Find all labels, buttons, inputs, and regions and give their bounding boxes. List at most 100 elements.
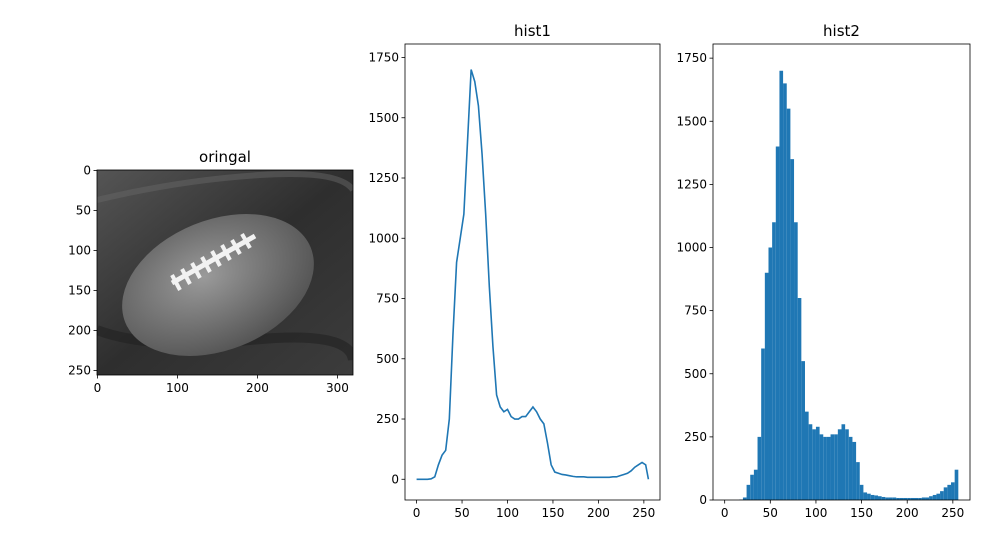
hist-bar bbox=[914, 497, 919, 500]
x-tick-label: 100 bbox=[496, 506, 519, 520]
y-tick-label: 50 bbox=[76, 203, 91, 217]
hist-bar bbox=[826, 436, 831, 500]
hist-bar bbox=[940, 491, 944, 500]
x-tick-label: 300 bbox=[326, 381, 349, 395]
hist-bar bbox=[918, 497, 922, 500]
hist-bar bbox=[812, 429, 816, 500]
hist-bar bbox=[899, 497, 904, 500]
hist-bar bbox=[783, 83, 787, 500]
y-tick-label: 1500 bbox=[676, 114, 707, 128]
x-tick-label: 250 bbox=[632, 506, 655, 520]
hist-bar bbox=[794, 222, 798, 500]
hist-bar bbox=[885, 497, 889, 500]
hist-bar bbox=[790, 159, 795, 500]
hist-bar bbox=[954, 469, 959, 500]
y-tick-label: 150 bbox=[68, 284, 91, 298]
hist-bar bbox=[764, 272, 769, 500]
y-tick-label: 500 bbox=[376, 352, 399, 366]
subplot-title: oringal bbox=[199, 148, 251, 166]
x-tick-label: 200 bbox=[896, 506, 919, 520]
y-tick-label: 250 bbox=[68, 364, 91, 378]
hist-bar bbox=[801, 361, 805, 500]
hist-bar bbox=[808, 424, 813, 500]
hist-bar bbox=[947, 484, 952, 500]
hist-bar bbox=[823, 436, 827, 500]
hist-bar bbox=[943, 487, 948, 500]
y-tick-label: 1250 bbox=[368, 171, 399, 185]
hist-bar bbox=[863, 492, 868, 500]
y-tick-label: 1750 bbox=[676, 51, 707, 65]
hist-bar bbox=[888, 497, 893, 500]
hist-bar bbox=[892, 497, 897, 500]
x-tick-label: 150 bbox=[542, 506, 565, 520]
hist-bar bbox=[903, 497, 908, 500]
subplot-title: hist1 bbox=[514, 22, 551, 40]
hist-bar bbox=[867, 493, 871, 500]
y-tick-label: 750 bbox=[376, 292, 399, 306]
hist-bar bbox=[951, 482, 955, 500]
hist-bar bbox=[772, 222, 776, 500]
y-tick-label: 250 bbox=[376, 412, 399, 426]
x-tick-label: 200 bbox=[246, 381, 269, 395]
hist-bar bbox=[848, 436, 853, 500]
y-tick-label: 100 bbox=[68, 243, 91, 257]
y-tick-label: 500 bbox=[684, 367, 707, 381]
hist-bar bbox=[921, 497, 926, 500]
hist-bar bbox=[932, 494, 937, 500]
y-tick-label: 0 bbox=[83, 163, 91, 177]
hist-bar bbox=[936, 493, 941, 500]
hist-bar bbox=[775, 146, 780, 500]
subplot-title: hist2 bbox=[823, 22, 860, 40]
x-tick-label: 50 bbox=[454, 506, 469, 520]
x-tick-label: 0 bbox=[721, 506, 729, 520]
hist-bar bbox=[834, 434, 838, 500]
football-image bbox=[97, 170, 353, 375]
hist-bar bbox=[845, 429, 849, 500]
hist-bar bbox=[746, 484, 751, 500]
y-tick-label: 0 bbox=[391, 472, 399, 486]
hist-bar bbox=[750, 474, 754, 500]
y-tick-label: 0 bbox=[699, 493, 707, 507]
hist-bar bbox=[761, 348, 765, 500]
x-tick-label: 50 bbox=[763, 506, 778, 520]
y-tick-label: 750 bbox=[684, 304, 707, 318]
hist-bar bbox=[929, 496, 933, 500]
hist-bar bbox=[819, 434, 824, 500]
hist-bar bbox=[797, 298, 802, 500]
hist-bar bbox=[925, 497, 930, 500]
hist-bar bbox=[815, 426, 820, 500]
y-tick-label: 1750 bbox=[368, 50, 399, 64]
hist-bar bbox=[856, 462, 860, 500]
hist-bar bbox=[804, 411, 809, 500]
y-tick-label: 200 bbox=[68, 324, 91, 338]
hist-bar bbox=[841, 424, 846, 500]
hist-bar bbox=[910, 497, 915, 500]
hist-bar bbox=[830, 434, 835, 500]
hist-bar bbox=[896, 497, 900, 500]
line-series bbox=[416, 69, 650, 481]
hist-bar bbox=[881, 496, 886, 500]
y-tick-label: 1500 bbox=[368, 111, 399, 125]
hist-bar bbox=[757, 436, 762, 500]
x-tick-label: 100 bbox=[166, 381, 189, 395]
hist-bar bbox=[768, 247, 773, 500]
axes-frame bbox=[712, 43, 971, 501]
hist-bar bbox=[878, 496, 882, 500]
x-tick-label: 150 bbox=[850, 506, 873, 520]
hist-bar bbox=[753, 469, 758, 500]
axes-frame bbox=[96, 169, 354, 376]
x-tick-label: 200 bbox=[587, 506, 610, 520]
y-tick-label: 1000 bbox=[676, 241, 707, 255]
hist-bar bbox=[859, 484, 864, 500]
y-tick-label: 1250 bbox=[676, 177, 707, 191]
axes-frame bbox=[404, 43, 661, 501]
x-tick-label: 250 bbox=[941, 506, 964, 520]
x-tick-label: 0 bbox=[94, 381, 102, 395]
x-tick-label: 0 bbox=[413, 506, 421, 520]
hist-bar bbox=[852, 441, 857, 500]
hist-bar bbox=[907, 497, 911, 500]
hist-bar bbox=[874, 495, 879, 500]
hist-bar bbox=[870, 494, 875, 500]
